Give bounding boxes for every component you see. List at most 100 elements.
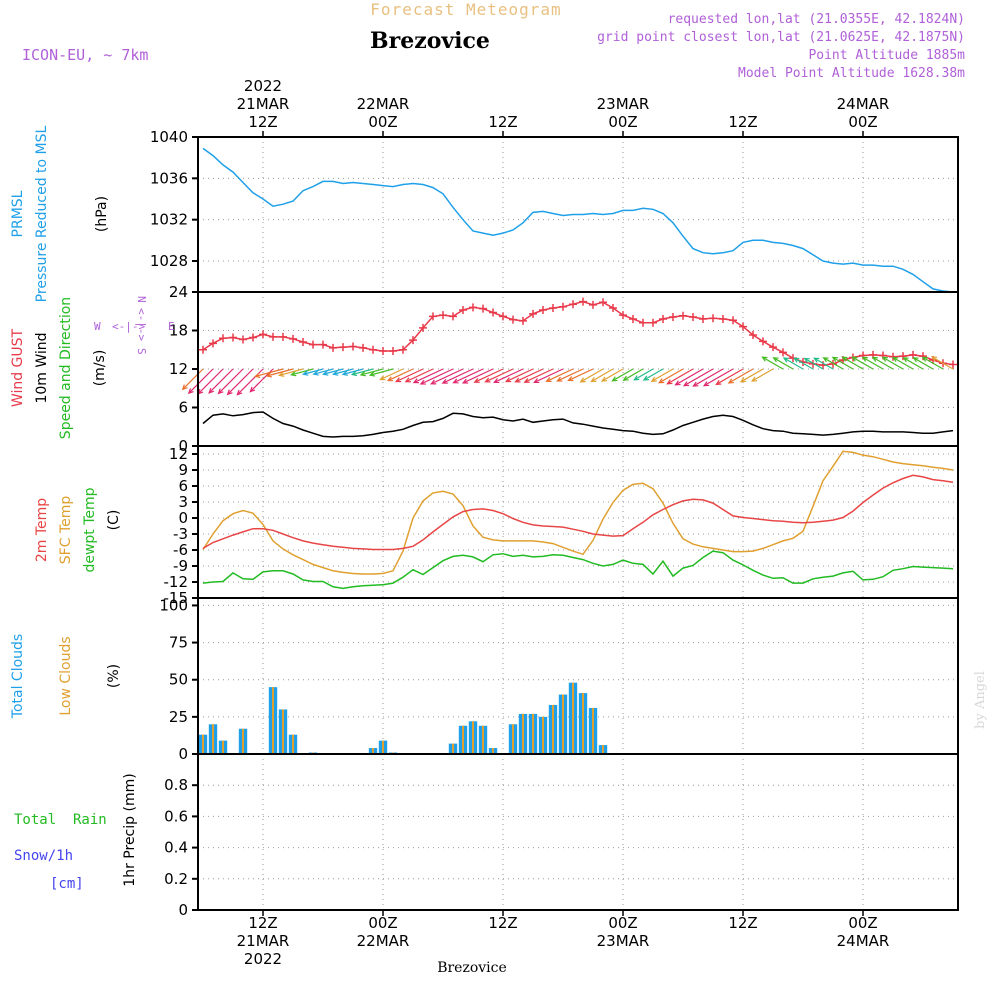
wind-direction-arrow xyxy=(922,356,944,370)
wind-direction-arrow xyxy=(182,368,204,390)
wind-direction-arrow xyxy=(804,357,824,370)
wind-direction-arrow xyxy=(218,368,244,394)
wind-direction-arrowhead xyxy=(473,377,480,383)
frame-layer xyxy=(197,136,959,911)
wind-direction-arrowhead xyxy=(187,388,194,395)
wind-direction-arrowhead xyxy=(793,357,800,363)
cloud-bar-center xyxy=(572,682,574,754)
wind-direction-arrow xyxy=(557,368,584,382)
y-tick-label: 1028 xyxy=(150,252,188,270)
wind-direction-arrow xyxy=(494,368,524,383)
sfc-temp-label: SFC Temp xyxy=(58,496,74,565)
wind-direction-arrow xyxy=(683,368,714,387)
gust-marker xyxy=(409,336,417,345)
x-tick-label-bottom: 00Z xyxy=(368,914,397,932)
gust-marker xyxy=(599,298,607,307)
gust-marker xyxy=(629,314,637,323)
pressure-unit: (hPa) xyxy=(94,196,110,232)
wind-direction-arrowhead xyxy=(236,389,243,396)
compass-arrows: <-|-> xyxy=(112,320,145,333)
wind-direction-arrowhead xyxy=(226,389,233,396)
gust-marker xyxy=(539,305,547,314)
gust-marker xyxy=(449,312,457,321)
x-tick-label-top: 2022 xyxy=(244,77,282,95)
y-tick-label: 0 xyxy=(178,509,188,527)
grid-layer xyxy=(198,136,958,910)
axis-layer: 104010361032102824181260129630-3-6-9-12-… xyxy=(150,77,890,968)
wind-direction-arrow xyxy=(651,368,674,382)
gust-marker xyxy=(319,340,327,349)
wind-direction-arrow xyxy=(842,356,864,370)
gust-marker xyxy=(549,304,557,313)
gust-marker xyxy=(669,313,677,322)
wind-direction-arrow xyxy=(601,368,624,382)
wind-direction-arrowhead xyxy=(633,375,640,381)
wind-direction-arrow xyxy=(675,368,704,386)
direction-label: Speed and Direction xyxy=(58,297,74,439)
compass-south: S xyxy=(135,348,148,355)
gust-marker xyxy=(529,309,537,318)
wind-direction-arrowhead xyxy=(642,375,649,381)
gust-marker xyxy=(689,313,697,322)
wind-direction-arrow xyxy=(580,368,604,383)
compass-north: N xyxy=(135,296,148,303)
wind-direction-arrow xyxy=(197,368,224,395)
wind-direction-arrowhead xyxy=(912,357,919,363)
cloud-bar-center xyxy=(272,687,274,754)
wind-direction-arrowhead xyxy=(611,376,618,382)
gust-marker xyxy=(209,339,217,348)
wind-direction-arrow xyxy=(453,368,484,384)
gust-marker xyxy=(739,322,747,331)
gust-label: Wind GUST xyxy=(10,328,26,407)
wind-direction-arrowhead xyxy=(379,375,386,381)
wind-direction-arrowhead xyxy=(702,381,710,387)
cloud-bar-center xyxy=(472,721,474,754)
gust-marker xyxy=(729,316,737,325)
cloud-bar-center xyxy=(212,724,214,754)
y-tick-label: 24 xyxy=(169,283,188,301)
dewpt-label: dewpt Temp xyxy=(82,487,98,572)
x-tick-label-bottom: 12Z xyxy=(488,914,517,932)
gust-marker xyxy=(569,300,577,309)
wind-direction-arrow xyxy=(313,368,334,375)
gust-marker xyxy=(259,330,267,339)
wind-direction-arrow xyxy=(728,368,754,384)
y-tick-label: -6 xyxy=(173,541,188,559)
wind-direction-arrow xyxy=(568,368,594,381)
wind-direction-arrowhead xyxy=(181,384,188,391)
wind-direction-arrow xyxy=(623,368,644,381)
prmsl-label: PRMSL xyxy=(10,190,26,237)
gust-marker xyxy=(509,315,517,324)
gust-marker xyxy=(759,337,767,346)
cloud-unit: (%) xyxy=(106,664,122,688)
wind-direction-arrow xyxy=(913,357,934,370)
y-tick-label: 100 xyxy=(159,596,188,614)
wind-direction-arrow xyxy=(534,368,564,383)
y-tick-label: 1036 xyxy=(150,169,188,187)
wind-direction-arrowhead xyxy=(217,388,224,395)
cloud-bar-center xyxy=(532,713,534,754)
wind-direction-arrowhead xyxy=(386,376,394,382)
wind-direction-arrow xyxy=(431,368,464,385)
gust-marker xyxy=(719,314,727,323)
y-tick-label: 18 xyxy=(169,322,188,340)
gust-marker xyxy=(559,302,567,311)
footer-station: Brezovice xyxy=(437,960,507,976)
y-tick-label: 0.4 xyxy=(164,839,188,857)
gust-marker xyxy=(239,335,247,344)
wind-direction-arrowhead xyxy=(341,370,349,376)
wind-direction-arrowhead xyxy=(871,356,878,362)
compass-axis: <-|-> xyxy=(135,308,148,341)
prmsl-long-label: Pressure Reduced to MSL xyxy=(34,125,50,302)
x-tick-label-top: 12Z xyxy=(488,113,517,131)
cloud-bar-center xyxy=(482,725,484,754)
wind-direction-arrowhead xyxy=(412,378,419,384)
x-tick-label-bottom: 23MAR xyxy=(597,932,650,950)
gust-marker xyxy=(309,340,317,349)
total-rain-label: Total Rain xyxy=(14,812,107,828)
x-tick-label-bottom: 00Z xyxy=(848,914,877,932)
gust-marker xyxy=(619,311,627,320)
wind-label: 10m Wind xyxy=(34,332,50,403)
wind-direction-arrowhead xyxy=(861,356,868,362)
